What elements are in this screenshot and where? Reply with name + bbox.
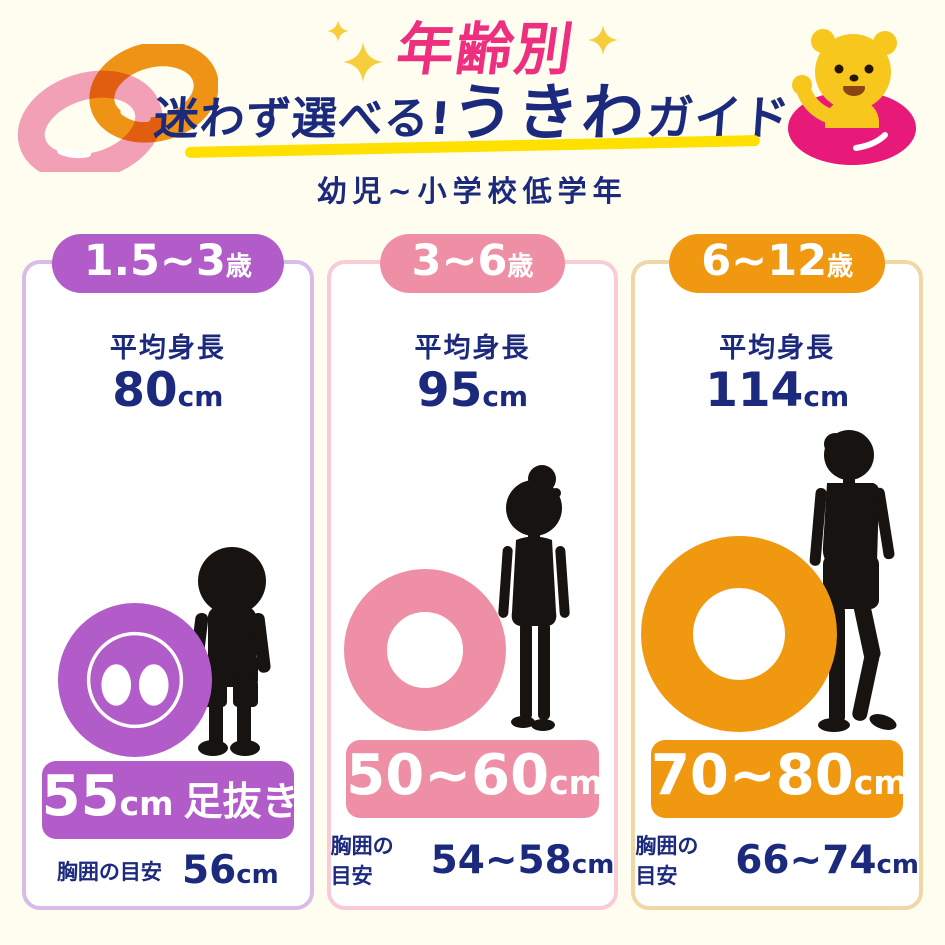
chest-unit: cm [876,849,920,880]
ring-size-note: 足抜き [183,779,301,825]
average-height-block: 平均身長 80cm [110,326,226,417]
average-height-block: 平均身長 95cm [415,326,531,417]
age-badge: 6~12歳 [669,234,886,294]
ring-size-unit: cm [119,783,174,823]
ring-and-child-graphic [26,417,310,761]
chest-number: 56 [181,848,237,893]
header: 年齢別 迷わず選べる!うきわガイド 幼児~小学校低学年 [0,0,945,226]
chest-guide-value: 66~74cm [735,841,919,880]
age-range: 1.5~3 [83,236,226,286]
average-height-value: 80cm [110,365,226,417]
ring-size-value: 50~60 [346,742,550,808]
chest-guide-row: 胸囲の目安 54~58cm [331,830,615,890]
age-card-3-to-6: 3~6歳 平均身長 95cm [326,234,619,910]
ring-size-badge: 70~80cm [650,739,908,818]
ring-and-child-graphic [635,417,919,740]
toddler-silhouette [189,546,271,756]
age-badge: 3~6歳 [379,234,566,294]
average-height-block: 平均身長 114cm [705,326,849,417]
title-block: 年齢別 迷わず選べる!うきわガイド 幼児~小学校低学年 [0,0,945,210]
ring-size-badge: 50~60cm [346,739,603,818]
boy-silhouette [809,429,897,732]
bear-mascot-icon [788,29,916,165]
average-height-label: 平均身長 [109,333,226,364]
age-badge: 1.5~3歳 [51,234,284,294]
ring-size-value: 55 [41,763,120,829]
age-range: 3~6 [411,236,508,286]
height-unit: cm [177,380,224,413]
donut-swim-ring-icon [343,568,506,731]
chest-guide-row: 胸囲の目安 66~74cm [635,830,919,890]
age-suffix: 歳 [507,252,534,282]
average-height-label: 平均身長 [719,333,836,364]
height-unit: cm [482,380,529,413]
sparkle-right-icon [588,25,618,59]
leg-hole-swim-ring-icon [57,602,213,757]
page-subtitle: 幼児~小学校低学年 [317,174,628,208]
donut-swim-ring-icon [641,535,838,732]
chest-guide-label: 胸囲の目安 [635,834,699,888]
title-top-row: 年齢別 [0,17,945,84]
chest-number: 66~74 [735,837,877,883]
chest-guide-label: 胸囲の目安 [56,859,162,884]
height-number: 95 [416,363,483,418]
height-number: 114 [705,363,804,418]
average-height-label: 平均身長 [414,333,531,364]
swim-rings-decoration-icon [17,44,218,172]
age-card-6-to-12: 6~12歳 平均身長 114cm [631,234,924,910]
age-cards-row: 1.5~3歳 平均身長 80cm [0,234,945,910]
ring-size-value: 70~80 [650,742,854,808]
ring-and-child-graphic [331,417,615,740]
page-title-age: 年齢別 [392,17,579,84]
height-unit: cm [803,380,850,413]
ring-size-unit: cm [853,762,908,802]
chest-unit: cm [571,849,615,880]
ring-size-unit: cm [549,762,604,802]
girl-silhouette [498,464,571,731]
chest-guide-value: 56cm [182,851,279,890]
sparkle-left-icon [327,20,383,82]
chest-guide-value: 54~58cm [431,841,615,880]
title-main-lead: 迷わず選べる! [151,92,454,145]
average-height-value: 114cm [705,365,849,417]
age-range: 6~12 [701,236,828,286]
age-card-1-5-to-3: 1.5~3歳 平均身長 80cm [22,234,314,910]
page-title-main: 迷わず選べる!うきわガイド [0,76,945,149]
chest-number: 54~58 [430,837,572,883]
height-number: 80 [112,363,178,418]
chest-guide-label: 胸囲の目安 [330,834,394,888]
chest-unit: cm [236,860,279,890]
ring-size-badge: 55cm 足抜き [41,760,301,839]
average-height-value: 95cm [415,365,531,417]
age-suffix: 歳 [225,252,252,282]
age-suffix: 歳 [827,252,854,282]
chest-guide-row: 胸囲の目安 56cm [57,851,279,890]
